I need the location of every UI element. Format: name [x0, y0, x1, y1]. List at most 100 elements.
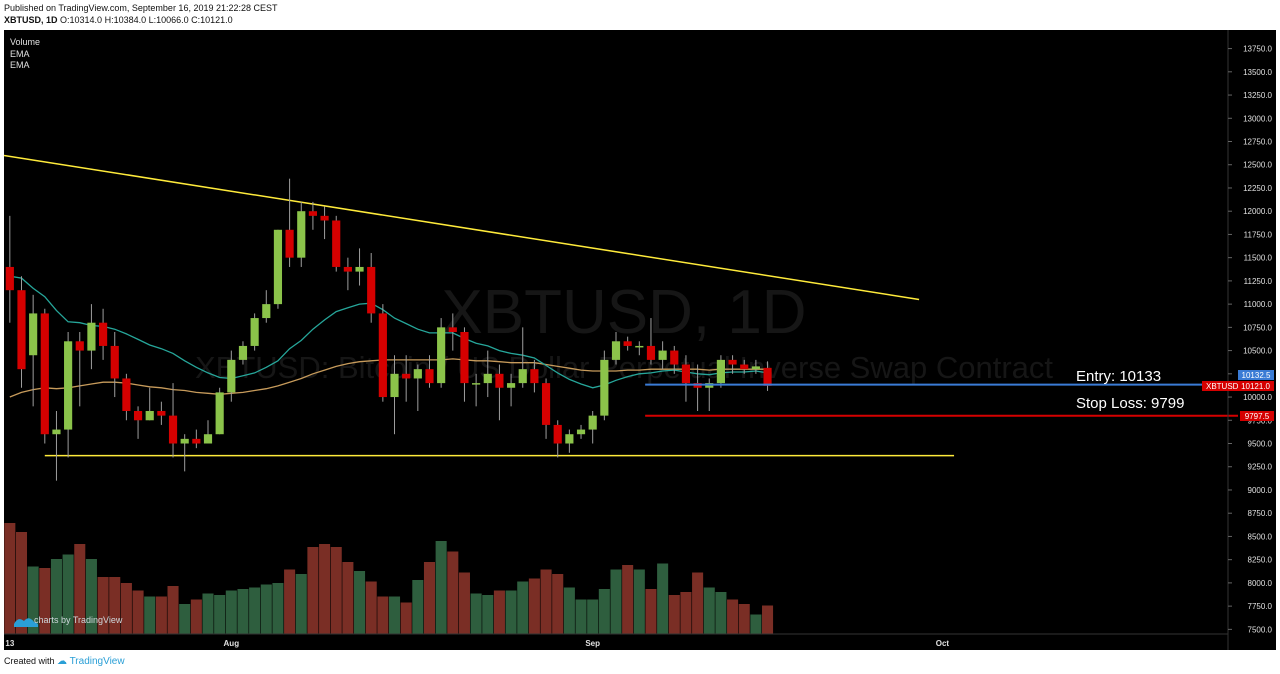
volume-bar [692, 572, 704, 634]
candle-body [343, 266, 352, 272]
volume-bar [435, 541, 447, 634]
candle-body [413, 369, 422, 379]
volume-bar [505, 590, 517, 634]
cloud-icon [14, 618, 39, 627]
candle-body [472, 383, 481, 385]
last-tag-price: 10121.0 [1241, 382, 1270, 391]
volume-bar [528, 578, 540, 634]
volume-bar [109, 577, 121, 634]
volume-bar [85, 559, 97, 634]
ema-fast-line [9, 275, 768, 389]
last-tag-bg [1202, 381, 1274, 391]
candle-body [670, 350, 679, 365]
price-chart[interactable]: XBTUSD, 1D XBTUSD: Bitcoin / US Dollar P… [4, 30, 1276, 650]
volume-bar [307, 547, 319, 634]
candle-body [681, 364, 691, 384]
descending-trendline [4, 154, 920, 301]
candle-body [64, 341, 73, 430]
candle-body [646, 345, 656, 360]
footer-cloud-icon: ☁ [57, 656, 68, 667]
volume-bar [703, 587, 715, 634]
symbol-line: XBTUSD, 1D O:10314.0 H:10384.0 L:10066.0… [4, 15, 233, 25]
candle-body [425, 369, 434, 384]
candle-body [332, 220, 341, 267]
entry-tag-bg [1238, 370, 1274, 380]
y-tick-label: 11750.0 [1244, 230, 1273, 239]
candle-body [600, 359, 609, 416]
volume-bar [400, 602, 412, 634]
candle-body [262, 304, 271, 319]
candle-body [308, 211, 317, 216]
candle-body [495, 373, 504, 388]
candle-body [716, 359, 725, 384]
volume-bar [120, 583, 132, 634]
volume-bar [132, 590, 144, 634]
candle-body [658, 350, 667, 360]
volume-bar [144, 596, 156, 634]
stop-price-tag: 9797.5 [1240, 411, 1274, 421]
y-tick-label: 13500.0 [1243, 68, 1272, 77]
volume-bar [552, 574, 564, 634]
y-tick-label: 8250.0 [1248, 556, 1273, 565]
volume-bar [74, 544, 86, 634]
volume-bar [540, 569, 552, 634]
volume-bar [260, 584, 272, 634]
volume-bar [575, 599, 587, 634]
volume-bar [470, 593, 482, 634]
candle-body [507, 383, 516, 388]
volume-bar [50, 559, 62, 634]
volume-bar [249, 587, 261, 634]
volume-bar [493, 590, 505, 634]
y-tick-label: 8000.0 [1248, 579, 1273, 588]
legend-ema-1: EMA [10, 49, 30, 59]
candle-body [576, 429, 586, 435]
ema-slow-line [9, 358, 768, 398]
entry-price-tag: 10132.5 [1238, 370, 1274, 380]
footer-prefix: Created with [4, 656, 55, 666]
volume-bar [447, 551, 459, 634]
volume-bar [214, 595, 226, 634]
legend-ema-2: EMA [10, 60, 30, 70]
logo-text: charts by TradingView [34, 615, 123, 625]
indicator-legend: Volume EMA EMA [10, 37, 40, 70]
candle-body [145, 410, 154, 421]
last-tag-symbol: XBTUSD [1206, 382, 1239, 391]
y-tick-label: 12250.0 [1243, 184, 1272, 193]
symbol-name: XBTUSD, 1D [4, 15, 58, 25]
volume-bar [633, 569, 645, 634]
volume-bar [237, 589, 249, 634]
volume-bar [272, 583, 284, 634]
y-tick-label: 10500.0 [1243, 347, 1272, 356]
volume-bar [179, 604, 191, 634]
volume-bar [15, 532, 28, 634]
volume-bar [762, 605, 774, 634]
footer-brand-link[interactable]: TradingView [69, 656, 125, 667]
y-tick-label: 8750.0 [1248, 509, 1273, 518]
y-tick-label: 13000.0 [1243, 114, 1272, 123]
candle-body [99, 322, 108, 346]
volume-bar [39, 568, 51, 634]
volume-bar [645, 589, 657, 634]
stop-tag-bg [1240, 411, 1274, 421]
candle-body [518, 369, 527, 384]
y-tick-label: 12500.0 [1243, 161, 1272, 170]
volume-bar [4, 523, 16, 634]
candle-body [437, 327, 446, 384]
footer: Created with ☁ TradingView [4, 656, 125, 667]
y-tick-label: 12000.0 [1243, 207, 1272, 216]
candle-body [180, 438, 189, 444]
volume-bar [330, 547, 342, 634]
volume-bar [365, 581, 377, 634]
x-axis: 13 Aug Sep Oct [5, 639, 949, 648]
candles [5, 178, 772, 481]
volume-bar [423, 562, 436, 634]
candle-body [355, 266, 364, 272]
candle-body [157, 410, 166, 416]
volume-bar [587, 599, 599, 634]
volume-bar [284, 569, 296, 634]
volume-bar [377, 596, 389, 634]
y-tick-label: 13250.0 [1243, 91, 1272, 100]
candle-body [635, 345, 644, 348]
candle-body [378, 313, 387, 398]
legend-volume: Volume [10, 37, 40, 47]
